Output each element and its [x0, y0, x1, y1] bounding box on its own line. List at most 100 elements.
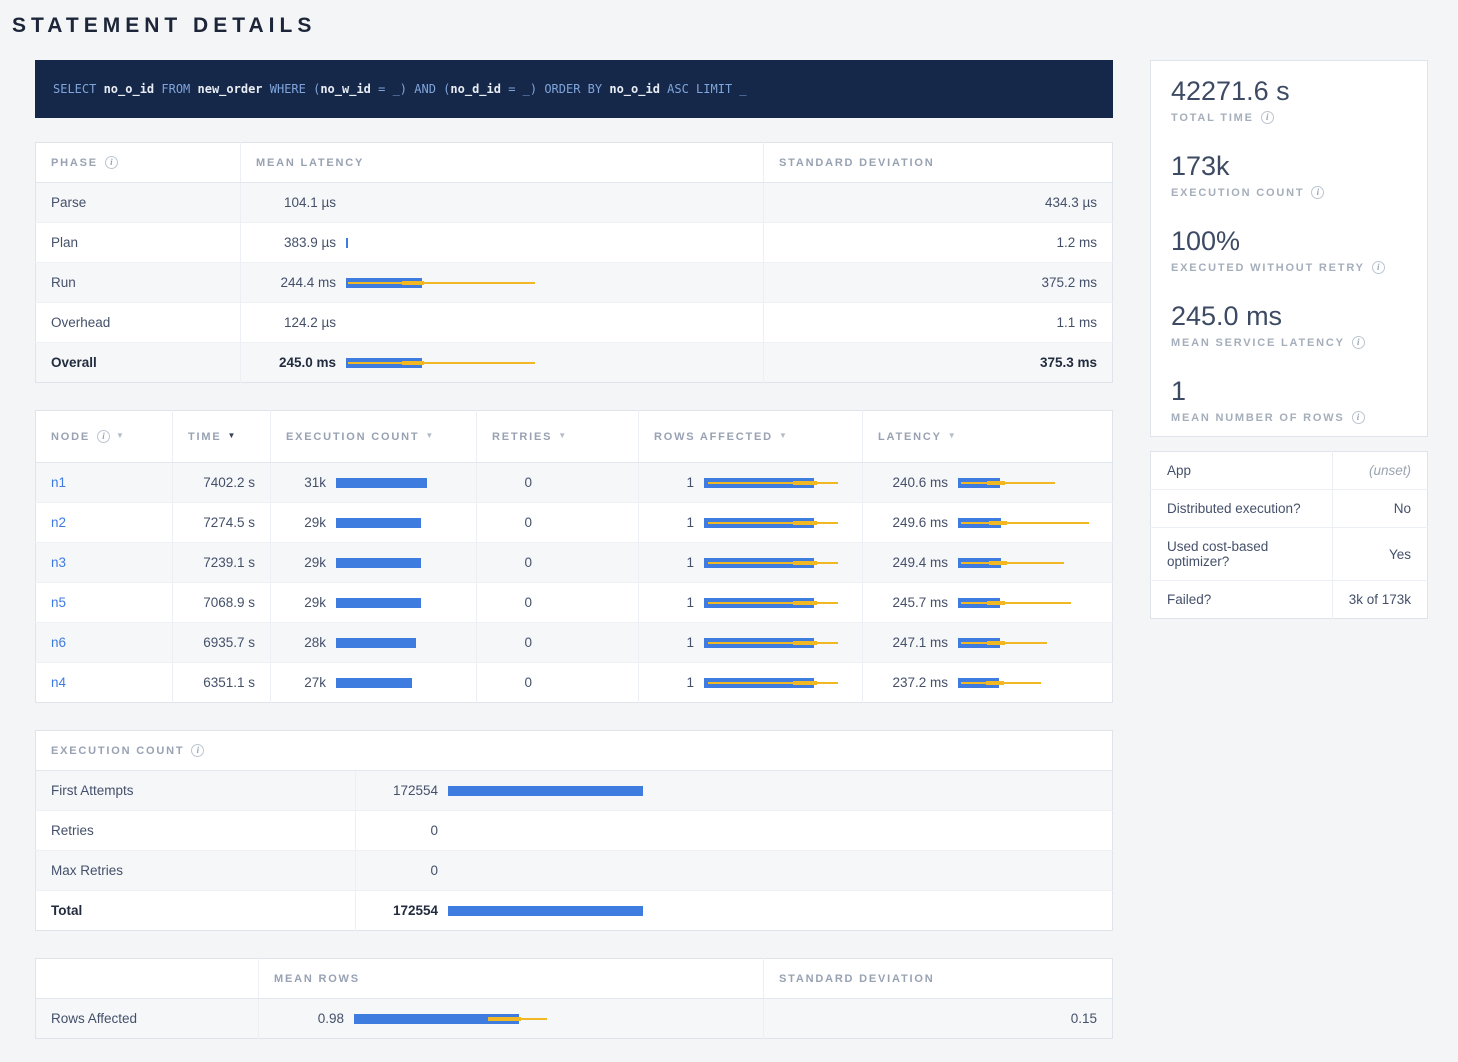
- execution-count-cell: 29k: [270, 542, 477, 583]
- phase-column-label: PHASE: [51, 157, 98, 169]
- sql-statement: SELECT no_o_id FROM new_order WHERE (no_…: [53, 82, 747, 96]
- time-column-header[interactable]: TIME ▼: [172, 410, 271, 463]
- node-table-header-row: NODE i ▼ TIME ▼ EXECUTION COUNT ▼ RETRIES ▼ R: [35, 410, 1113, 463]
- execution-count-header-row: EXECUTION COUNT i: [35, 730, 1113, 771]
- info-icon[interactable]: i: [96, 430, 110, 443]
- info-icon[interactable]: i: [1260, 111, 1274, 124]
- latency-column-label: LATENCY: [878, 430, 942, 443]
- retries-value: 0: [524, 475, 532, 490]
- time-cell: 7068.9 s: [172, 582, 271, 623]
- execution-row-value: 172554: [392, 783, 438, 798]
- sort-arrow-icon[interactable]: ▼: [558, 430, 567, 440]
- summary-stat: 42271.6 s TOTAL TIME i: [1151, 61, 1427, 136]
- node-link[interactable]: n4: [51, 675, 67, 690]
- latency-bar-track: [542, 597, 623, 609]
- node-link[interactable]: n6: [51, 635, 67, 650]
- latency-bar-track: [704, 597, 847, 609]
- sort-arrow-icon[interactable]: ▼: [115, 431, 124, 440]
- retries-column-header[interactable]: RETRIES ▼: [476, 410, 639, 463]
- node-link[interactable]: n3: [51, 555, 67, 570]
- node-cell: n3: [35, 542, 173, 583]
- mean-latency-cell: 104.1 µs: [240, 182, 764, 223]
- content-columns: SELECT no_o_id FROM new_order WHERE (no_…: [0, 60, 1458, 1039]
- latency-value: 247.1 ms: [892, 635, 948, 650]
- execution-count-table-title: EXECUTION COUNT: [51, 745, 185, 757]
- node-column-label: NODE: [51, 431, 90, 443]
- latency-bar-track: [336, 637, 461, 649]
- execution-row-value-cell: 0: [355, 850, 1113, 891]
- sort-arrow-icon[interactable]: ▼: [425, 430, 434, 440]
- retries-column-label: RETRIES: [492, 430, 553, 443]
- phase-row: Overall 245.0 ms 375.3 ms: [35, 342, 1113, 383]
- stddev-marker: [987, 480, 1006, 485]
- node-column-header[interactable]: NODE i ▼: [35, 410, 173, 463]
- latency-cell: 237.2 ms: [862, 662, 1113, 703]
- node-link[interactable]: n2: [51, 515, 67, 530]
- node-link[interactable]: n5: [51, 595, 67, 610]
- stddev-line: [708, 521, 839, 524]
- retries-value: 0: [524, 635, 532, 650]
- info-icon[interactable]: i: [191, 744, 205, 757]
- node-row: n1 7402.2 s 31k 0 1 240.6 ms: [35, 462, 1113, 503]
- rows-affected-column-header[interactable]: ROWS AFFECTED ▼: [638, 410, 863, 463]
- details-value: No: [1332, 489, 1428, 528]
- info-icon[interactable]: i: [1371, 261, 1385, 274]
- sort-arrow-icon[interactable]: ▼: [227, 430, 236, 440]
- execution-count-value: 27k: [304, 675, 326, 690]
- execution-count-column-header[interactable]: EXECUTION COUNT ▼: [270, 410, 477, 463]
- rows-affected-cell: 1: [638, 662, 863, 703]
- mean-latency-value: 245.0 ms: [278, 355, 336, 370]
- mean-bar: [336, 477, 428, 488]
- stddev-line: [960, 521, 1089, 524]
- rows-stddev-value-cell: 0.15: [763, 998, 1113, 1039]
- rows-row-label: Rows Affected: [35, 998, 259, 1039]
- stddev-value-cell: 1.1 ms: [763, 302, 1113, 343]
- mean-latency-cell: 244.4 ms: [240, 262, 764, 303]
- execution-count-value: 29k: [304, 595, 326, 610]
- stddev-line: [708, 641, 839, 644]
- sql-identifier: new_order: [197, 82, 270, 96]
- details-row: Failed? 3k of 173k: [1150, 580, 1428, 619]
- latency-column-header[interactable]: LATENCY ▼: [862, 410, 1113, 463]
- sort-arrow-icon[interactable]: ▼: [778, 430, 787, 440]
- sql-keyword: SELECT: [53, 82, 104, 96]
- execution-row-value-cell: 172554: [355, 890, 1113, 931]
- execution-count-cell: 31k: [270, 462, 477, 503]
- stddev-marker: [402, 360, 425, 365]
- phase-table-header-row: PHASE i MEAN LATENCY STANDARD DEVIATION: [35, 142, 1113, 183]
- latency-bar-track: [448, 905, 1097, 917]
- sql-identifier: no_o_id: [103, 82, 162, 96]
- info-icon[interactable]: i: [1311, 186, 1325, 199]
- latency-value: 245.7 ms: [892, 595, 948, 610]
- execution-count-value: 31k: [304, 475, 326, 490]
- latency-bar-track: [958, 597, 1097, 609]
- mean-latency-column-header: MEAN LATENCY: [240, 142, 764, 183]
- node-row: n6 6935.7 s 28k 0 1 247.1 ms: [35, 622, 1113, 663]
- node-row: n4 6351.1 s 27k 0 1 237.2 ms: [35, 662, 1113, 703]
- execution-count-table-header: EXECUTION COUNT i: [35, 730, 1113, 771]
- details-row: Used cost-based optimizer? Yes: [1150, 527, 1428, 581]
- info-icon[interactable]: i: [1351, 336, 1365, 349]
- stddev-column-header: STANDARD DEVIATION: [763, 142, 1113, 183]
- page-title: STATEMENT DETAILS: [12, 14, 317, 37]
- execution-row-label: First Attempts: [35, 770, 356, 811]
- execution-row-value: 0: [430, 863, 438, 878]
- sql-keyword: = _) ORDER BY: [500, 82, 610, 96]
- retries-cell: 0: [476, 502, 639, 543]
- rows-stddev-column-label: STANDARD DEVIATION: [779, 972, 935, 985]
- latency-bar-track: [346, 197, 748, 209]
- latency-bar-track: [346, 237, 748, 249]
- latency-cell: 240.6 ms: [862, 462, 1113, 503]
- execution-count-cell: 29k: [270, 582, 477, 623]
- node-link[interactable]: n1: [51, 475, 67, 490]
- info-icon[interactable]: i: [104, 156, 118, 169]
- rows-stddev-column-header: STANDARD DEVIATION: [763, 958, 1113, 999]
- sort-arrow-icon[interactable]: ▼: [947, 430, 956, 440]
- sql-identifier: no_o_id: [609, 82, 660, 96]
- retries-cell: 0: [476, 622, 639, 663]
- info-icon[interactable]: i: [1351, 411, 1365, 424]
- mean-bar: [448, 785, 643, 796]
- mean-bar: [336, 637, 416, 648]
- node-row: n5 7068.9 s 29k 0 1 245.7 ms: [35, 582, 1113, 623]
- rows-affected-value: 1: [686, 635, 694, 650]
